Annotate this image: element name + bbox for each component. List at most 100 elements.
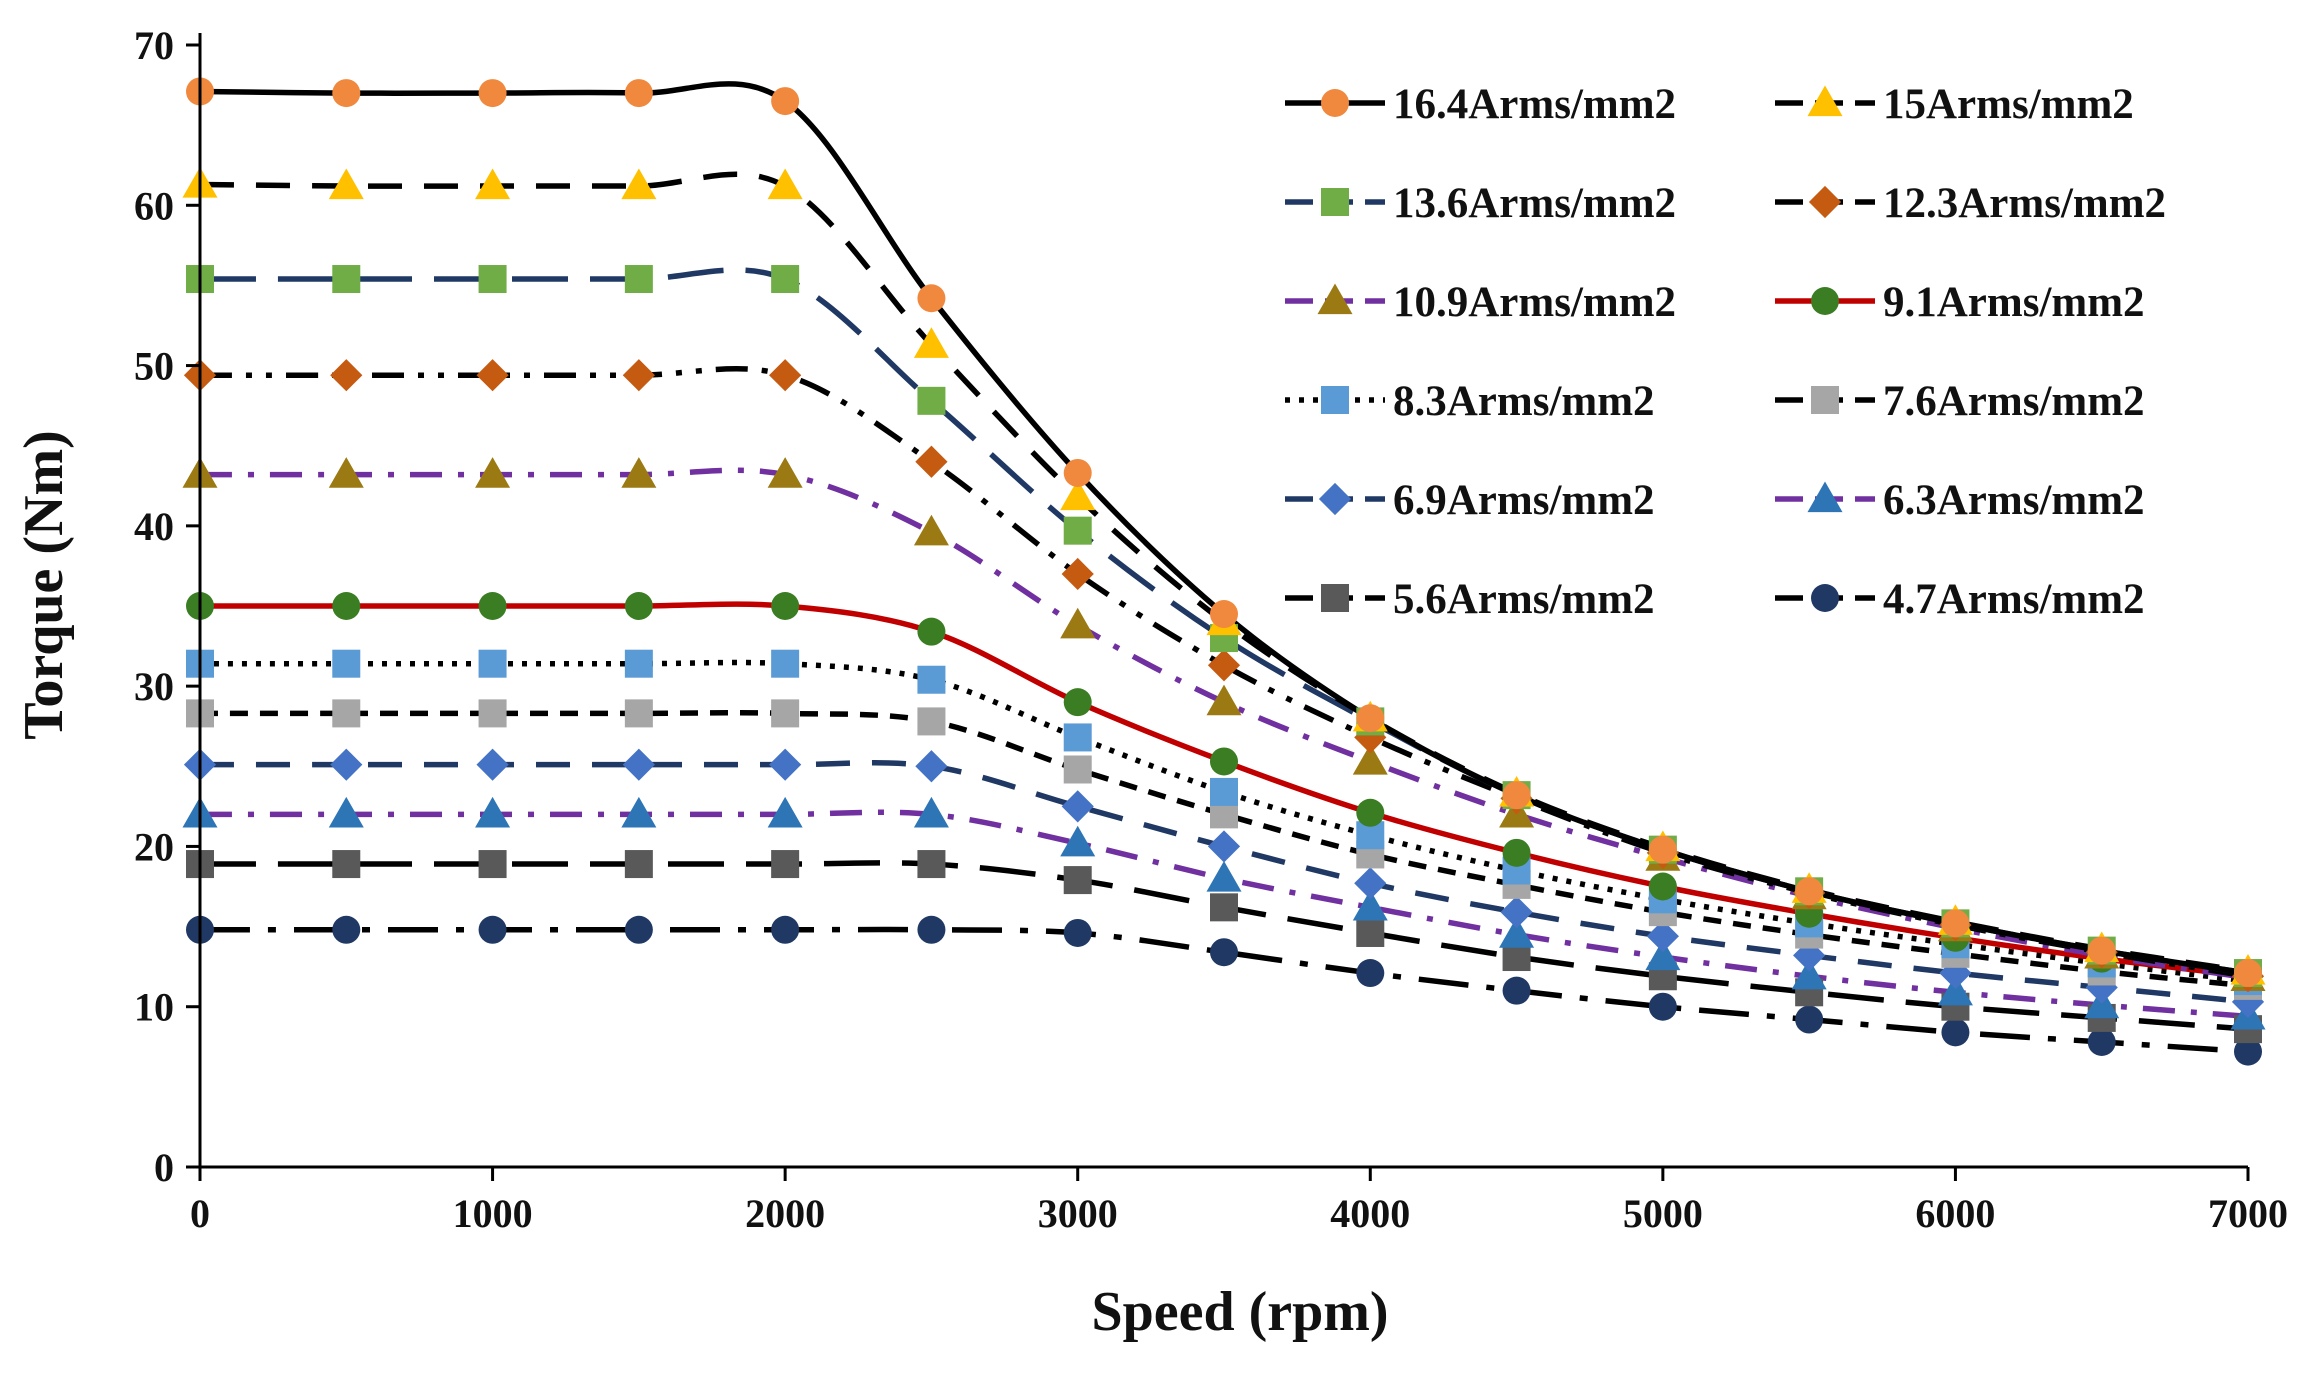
data-point [478,915,507,944]
data-point [917,617,946,646]
data-point [1354,867,1387,900]
data-point [2234,1037,2262,1066]
data-point [1648,835,1677,864]
data-point [771,850,800,879]
y-tick-label: 70 [134,23,174,68]
data-point [1061,557,1094,591]
data-point [1210,600,1238,629]
legend-entry: 4.7Arms/mm2 [1775,576,2145,623]
data-point [771,915,800,944]
legend-label: 8.3Arms/mm2 [1393,378,1655,425]
data-point [332,649,361,678]
data-point [624,592,653,620]
data-point [622,748,655,781]
data-point [917,665,946,694]
data-point [1645,939,1681,971]
data-point [771,699,800,728]
data-point [767,168,803,200]
data-point [1791,958,1827,990]
data-point [1646,920,1679,953]
x-tick-label: 5000 [1623,1191,1703,1236]
data-point [478,79,507,108]
data-point [1941,1018,1970,1047]
legend-label: 12.3Arms/mm2 [1883,180,2166,227]
legend-label: 13.6Arms/mm2 [1393,180,1676,227]
data-point [1356,798,1385,827]
legend-entry: 15Arms/mm2 [1775,81,2134,128]
data-point [475,457,511,488]
data-point [624,915,653,944]
legend: 16.4Arms/mm2 15Arms/mm2 13.6Arms/mm2 12.3Ar… [1285,81,2166,623]
y-tick-label: 20 [134,824,174,869]
legend-entry: 10.9Arms/mm2 [1285,279,1676,326]
x-tick-label: 2000 [745,1191,825,1236]
x-axis-title: Speed (rpm) [1091,1281,1388,1343]
data-point [624,850,653,879]
legend-entry: 7.6Arms/mm2 [1775,378,2145,425]
data-point [769,359,802,392]
data-point [332,265,361,294]
data-point [2087,936,2116,965]
legend-entry: 6.3Arms/mm2 [1775,477,2145,524]
data-point [915,445,948,478]
data-point [1206,684,1242,716]
data-point [771,649,800,678]
data-point [475,168,511,200]
data-point [332,915,361,944]
y-tick-label: 40 [134,504,174,549]
data-point [1352,743,1388,775]
data-point [913,514,949,546]
data-point [621,457,657,488]
data-point [624,699,653,728]
data-point [328,457,364,488]
legend-marker-swatch [1811,287,1839,315]
data-point [1502,976,1531,1005]
data-point [1063,688,1092,717]
y-tick-label: 0 [154,1145,174,1190]
data-point [917,386,946,415]
data-point [476,748,509,781]
data-point [769,748,802,781]
data-point [1210,777,1238,806]
data-point [478,850,507,879]
data-point [1500,896,1533,929]
data-point [621,168,657,200]
x-tick-label: 0 [190,1191,210,1236]
data-point [1352,889,1388,921]
data-point [332,699,361,728]
data-point [1356,704,1385,733]
series-line-4-7arms-mm2 [200,926,2249,1055]
legend-entry: 13.6Arms/mm2 [1285,180,1676,227]
data-point [1063,918,1092,947]
data-point [771,87,800,116]
legend-label: 7.6Arms/mm2 [1883,378,2145,425]
series-line-16-4arms-mm2 [199,81,2249,976]
legend-marker-swatch [1321,386,1349,414]
data-point [332,592,361,620]
data-point [624,79,653,108]
legend-entry: 8.3Arms/mm2 [1285,378,1655,425]
legend-entry: 12.3Arms/mm2 [1775,180,2166,227]
data-point [917,915,946,944]
data-point [771,592,800,620]
legend-label: 6.9Arms/mm2 [1393,477,1655,524]
data-point [332,850,361,879]
legend-marker-swatch [1811,386,1839,414]
data-point [767,457,803,488]
data-point [1063,516,1092,545]
y-tick-label: 10 [134,985,174,1030]
data-point [771,265,800,294]
legend-marker-swatch [1318,482,1352,516]
y-tick-label: 60 [134,183,174,228]
data-point [1937,974,1973,1006]
data-point [1648,992,1677,1021]
x-tick-label: 7000 [2208,1191,2288,1236]
legend-label: 9.1Arms/mm2 [1883,279,2145,326]
legend-label: 16.4Arms/mm2 [1393,81,1676,128]
y-tick-label: 50 [134,344,174,389]
data-point [478,699,507,728]
legend-label: 10.9Arms/mm2 [1393,279,1676,326]
data-point [1063,723,1092,752]
legend-marker-swatch [1317,283,1353,315]
